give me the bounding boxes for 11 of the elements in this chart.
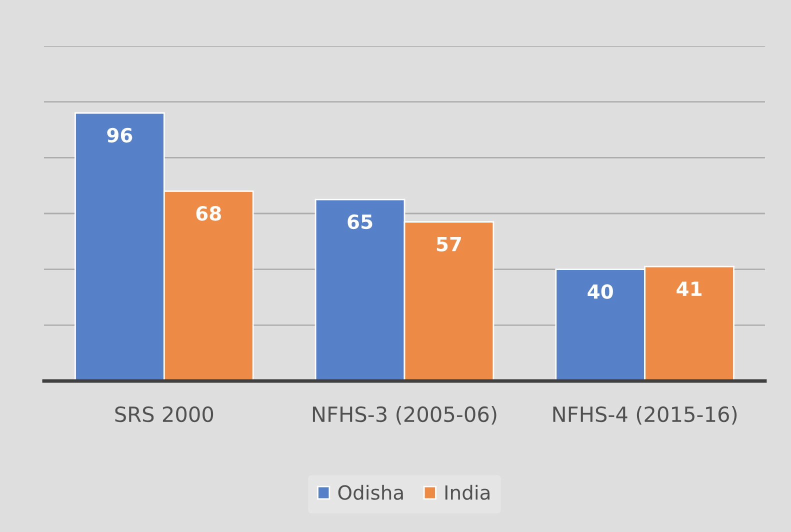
- legend-label: Odisha: [338, 484, 403, 500]
- data-label: 40: [588, 284, 613, 299]
- x-tick-label: NFHS-3 (2005-06): [312, 406, 496, 425]
- data-label: 41: [676, 282, 702, 296]
- x-tick-label: SRS 2000: [115, 406, 214, 422]
- data-label: 65: [348, 214, 372, 230]
- data-label: 68: [196, 206, 221, 221]
- data-label: 96: [107, 128, 132, 143]
- x-tick-label: NFHS-4 (2015-16): [553, 406, 737, 425]
- legend-label: India: [445, 484, 490, 500]
- data-label: 57: [436, 236, 461, 252]
